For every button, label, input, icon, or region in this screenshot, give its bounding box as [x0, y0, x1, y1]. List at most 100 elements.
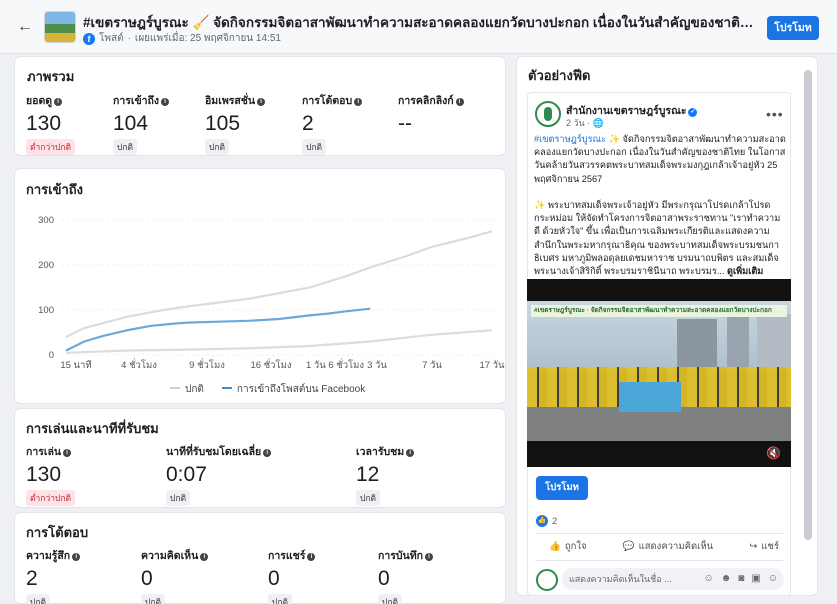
like-icon: 👍	[536, 515, 548, 527]
metric-comments: ความคิดเห็น i 0 ปกติ	[141, 547, 209, 604]
overview-card: ภาพรวม ยอดดู i 130 ต่ำกว่าปกติ การเข้าถึง…	[14, 56, 506, 156]
status-badge: ปกติ	[166, 490, 191, 506]
status-badge: ปกติ	[205, 139, 230, 155]
post-subtitle: f โพสต์ · เผยแพร่เมื่อ: 25 พฤศจิกายน 14:…	[83, 31, 281, 46]
info-icon[interactable]: i	[161, 98, 170, 106]
metric-saves: การบันทึก i 0 ปกติ	[378, 547, 434, 604]
status-badge: ปกติ	[378, 594, 403, 604]
info-icon[interactable]: i	[200, 553, 209, 561]
reach-title: การเข้าถึง	[26, 182, 84, 197]
status-badge: ปกติ	[302, 139, 327, 155]
info-icon[interactable]: i	[72, 553, 81, 561]
page-name[interactable]: สำนักงานเขตราษฎร์บูรณะ ✓	[566, 105, 698, 117]
x-tick-label: 15 นาที	[60, 359, 91, 371]
page-avatar[interactable]	[535, 101, 561, 127]
info-icon[interactable]: i	[257, 98, 266, 106]
reaction-count[interactable]: 👍 2	[536, 515, 558, 527]
video-caption: #เขตราษฎร์บูรณะ · จัดกิจกรรมจิตอาสาพัฒนา…	[531, 305, 787, 317]
sticker-icon[interactable]: ☺	[703, 573, 714, 584]
info-icon[interactable]: i	[455, 98, 464, 106]
post-thumbnail	[44, 11, 76, 43]
status-badge: ต่ำกว่าปกติ	[26, 139, 76, 155]
metric-value: 12	[356, 463, 380, 486]
metric-avg-watch: นาทีที่รับชมโดยเฉลี่ย i 0:07 ปกติ	[166, 443, 272, 506]
metric-value: 0	[268, 567, 280, 590]
verified-icon: ✓	[688, 108, 698, 117]
status-badge: ปกติ	[268, 594, 293, 604]
metric-value: --	[398, 112, 412, 135]
metric-views: ยอดดู i 130 ต่ำกว่าปกติ	[26, 92, 76, 155]
status-badge: ต่ำกว่าปกติ	[26, 490, 76, 506]
metric-value: 2	[26, 567, 38, 590]
info-icon[interactable]: i	[263, 449, 272, 457]
promote-post-button[interactable]: โปรโมท	[536, 476, 588, 500]
share-icon: ↪	[749, 541, 758, 552]
metric-engagement: การโต้ตอบ i 2 ปกติ	[302, 92, 363, 155]
emoji-icon[interactable]: ☻	[720, 573, 732, 584]
x-tick-label: 4 ชั่วโมง	[121, 358, 157, 371]
y-tick-label: 300	[38, 215, 54, 226]
x-tick-label: 9 ชั่วโมง	[189, 358, 225, 371]
post-time: 2 วัน · 🌐	[566, 118, 604, 128]
metric-reactions: ความรู้สึก i 2 ปกติ	[26, 547, 81, 604]
see-more-link[interactable]: ดูเพิ่มเติม	[726, 266, 764, 277]
like-button[interactable]: 👍 ถูกใจ	[549, 541, 587, 552]
metric-value: 0	[141, 567, 153, 590]
feed-preview-title: ตัวอย่างฟีด	[528, 68, 591, 83]
post-actions: 👍 ถูกใจ 💬 แสดงความคิดเห็น ↪ แชร์	[549, 539, 779, 554]
preview-scrollbar[interactable]	[804, 70, 812, 540]
info-icon[interactable]: i	[354, 98, 363, 106]
x-tick-label: 17 วัน	[479, 360, 505, 371]
metric-impressions: อิมเพรสชั่น i 105 ปกติ	[205, 92, 266, 155]
playback-title: การเล่นและนาทีที่รับชม	[26, 421, 159, 436]
arrow-left-icon[interactable]: ←	[17, 18, 33, 35]
normal-range-upper	[65, 230, 493, 338]
post-video[interactable]: #เขตราษฎร์บูรณะ · จัดกิจกรรมจิตอาสาพัฒนา…	[527, 279, 791, 467]
commenter-avatar	[536, 569, 558, 591]
gif-icon[interactable]: ▣	[751, 573, 761, 584]
info-icon[interactable]: i	[307, 553, 316, 561]
y-tick-label: 200	[38, 260, 54, 271]
camera-icon[interactable]: ◙	[738, 573, 745, 584]
engagement-card: การโต้ตอบ ความรู้สึก i 2 ปกติ ความคิดเห็น…	[14, 512, 506, 604]
info-icon[interactable]: i	[54, 98, 63, 106]
overview-title: ภาพรวม	[27, 69, 75, 84]
metric-link-clicks: การคลิกลิงก์ i --	[398, 92, 464, 136]
more-options-icon[interactable]: •••	[766, 106, 784, 122]
x-tick-label: 7 วัน	[422, 360, 442, 371]
y-tick-label: 100	[38, 305, 54, 316]
metric-value: 0	[378, 567, 390, 590]
metric-plays: การเล่น i 130 ต่ำกว่าปกติ	[26, 443, 76, 506]
playback-card: การเล่นและนาทีที่รับชม การเล่น i 130 ต่ำก…	[14, 408, 506, 508]
status-badge: ปกติ	[356, 490, 381, 506]
metric-value: 2	[302, 112, 314, 135]
metric-shares: การแชร์ i 0 ปกติ	[268, 547, 316, 604]
info-icon[interactable]: i	[406, 449, 415, 457]
info-icon[interactable]: i	[425, 553, 434, 561]
facebook-icon: f	[83, 32, 95, 45]
hashtag-link[interactable]: #เขตราษฎร์บูรณะ	[534, 134, 606, 144]
metric-value: 105	[205, 112, 241, 135]
metric-value: 0:07	[166, 463, 207, 486]
sticker-face-icon[interactable]: ☺	[767, 573, 778, 584]
comment-icon: 💬	[622, 541, 635, 552]
metric-value: 130	[26, 112, 62, 135]
y-tick-label: 0	[49, 350, 54, 361]
reach-series-line	[65, 307, 371, 352]
thumbs-up-icon: 👍	[549, 541, 561, 552]
share-button[interactable]: ↪ แชร์	[749, 541, 779, 552]
engagement-title: การโต้ตอบ	[26, 525, 89, 540]
comment-button[interactable]: 💬 แสดงความคิดเห็น	[622, 541, 714, 552]
x-tick-label: 3 วัน	[367, 360, 387, 371]
legend-item-reach: การเข้าถึงโพสต์บน Facebook	[221, 382, 365, 397]
mute-icon[interactable]: 🔇	[766, 446, 781, 460]
comment-input[interactable]: แสดงความคิดเห็นในชื่อ ... ☺ ☻ ◙ ▣ ☺	[562, 568, 784, 590]
promote-button[interactable]: โปรโมท	[767, 16, 819, 40]
chart-legend: ปกติ การเข้าถึงโพสต์บน Facebook	[170, 382, 365, 397]
info-icon[interactable]: i	[63, 449, 72, 457]
reach-chart: 0 100 200 300 15 นาที 4 ชั่วโมง 9 ชั่วโมง 16 ชั…	[38, 215, 505, 371]
reach-card: การเข้าถึง	[14, 168, 506, 404]
post-text: #เขตราษฎร์บูรณะ ✨ จัดกิจกรรมจิตอาสาพัฒนา…	[534, 134, 786, 277]
metric-value: 130	[26, 463, 62, 486]
status-badge: ปกติ	[26, 594, 51, 604]
